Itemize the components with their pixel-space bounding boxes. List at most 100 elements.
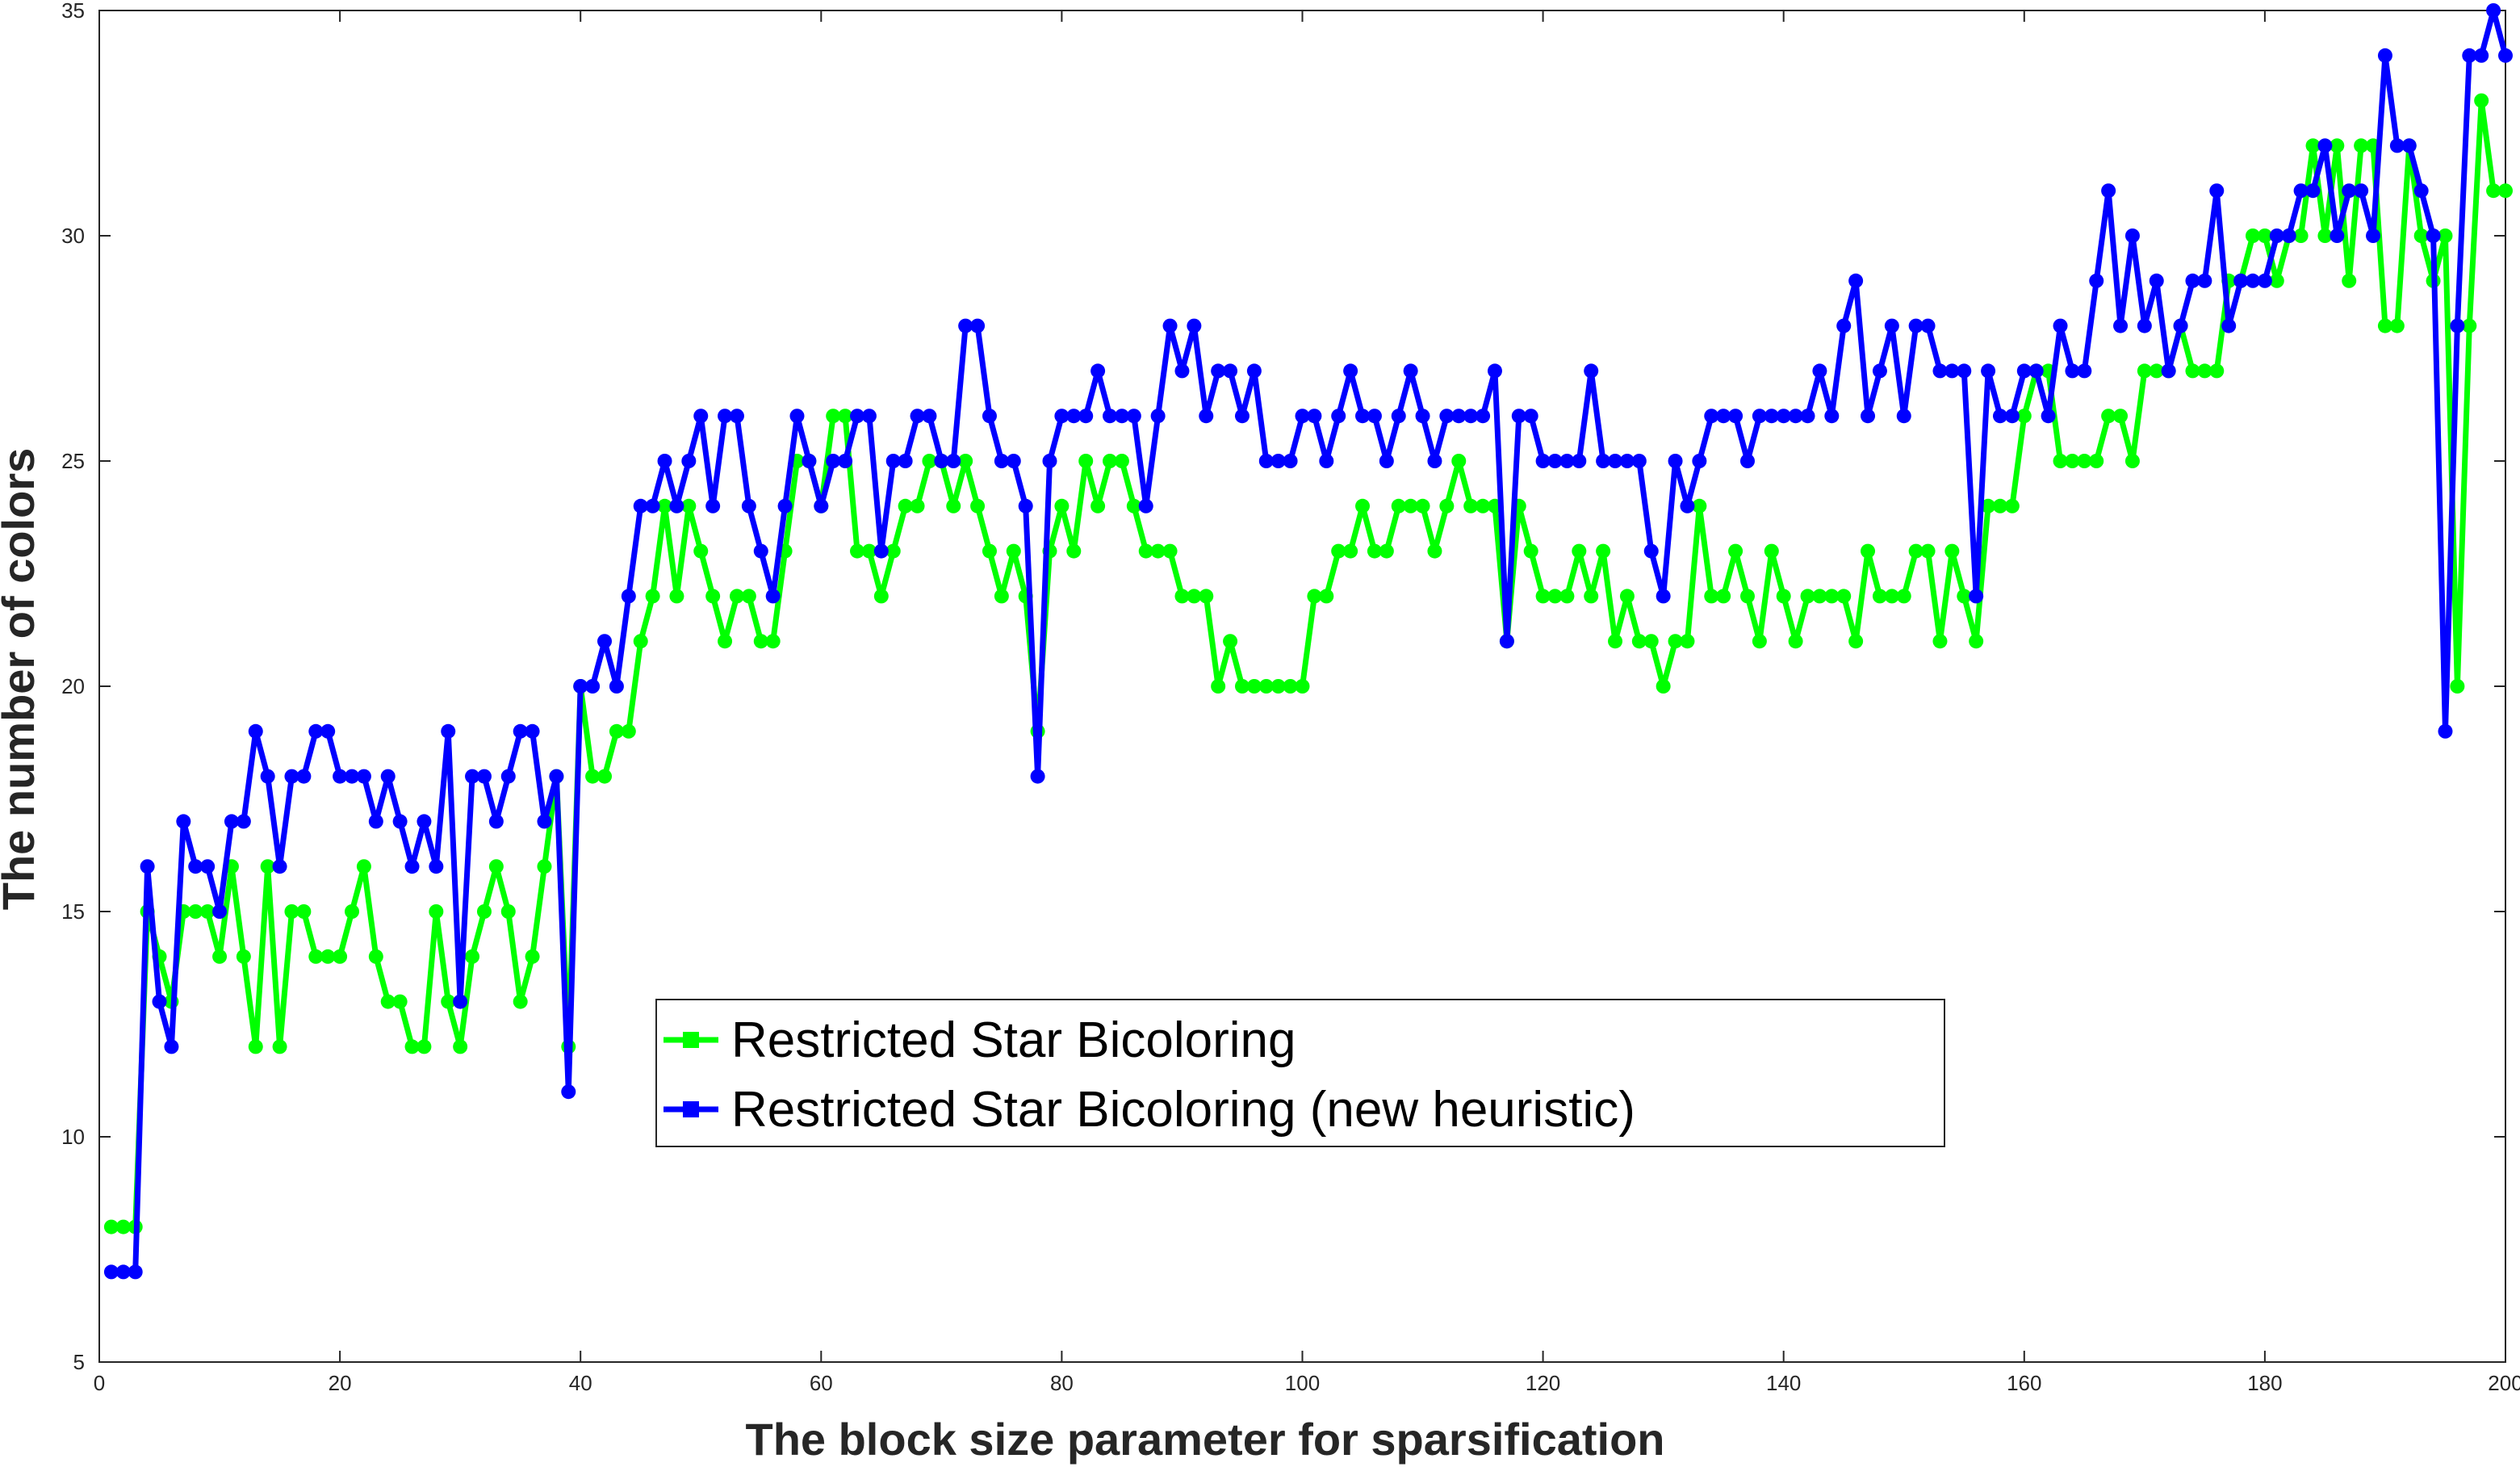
data-point xyxy=(1427,454,1442,468)
data-point xyxy=(1042,454,1057,468)
data-point xyxy=(1246,679,1262,694)
data-point xyxy=(1812,363,1827,379)
data-point xyxy=(2330,138,2345,153)
data-point xyxy=(2245,273,2260,288)
data-point xyxy=(1223,363,1238,379)
data-point xyxy=(2317,228,2333,243)
data-point xyxy=(1728,409,1743,424)
data-point xyxy=(2124,228,2140,243)
data-point xyxy=(1114,454,1129,468)
data-point xyxy=(115,1219,131,1234)
data-point xyxy=(537,859,552,874)
data-point xyxy=(718,634,733,649)
data-point xyxy=(188,859,203,874)
y-axis-ticks: 5 10 15 20 25 30 35 xyxy=(61,0,2505,1374)
y-tick-label: 10 xyxy=(61,1125,85,1149)
data-point xyxy=(2101,409,2116,424)
data-point xyxy=(1776,589,1791,604)
data-point xyxy=(982,543,997,559)
data-point xyxy=(1692,498,1707,513)
data-point xyxy=(573,679,588,694)
data-point xyxy=(1631,634,1647,649)
data-point xyxy=(1199,589,1214,604)
legend: Restricted Star Bicoloring Restricted St… xyxy=(655,999,1945,1147)
data-point xyxy=(1920,543,1936,559)
data-point xyxy=(392,994,408,1009)
data-point xyxy=(1957,589,1972,604)
data-point xyxy=(2161,363,2176,379)
data-point xyxy=(1704,589,1719,604)
data-point xyxy=(1270,454,1286,468)
series-layer xyxy=(103,3,2513,1280)
data-point xyxy=(994,589,1009,604)
data-point xyxy=(1668,634,1683,649)
x-tick-label: 160 xyxy=(2007,1371,2041,1395)
series-line xyxy=(111,98,2505,1230)
data-point xyxy=(1162,543,1178,559)
data-point xyxy=(308,723,324,739)
data-point xyxy=(140,859,155,874)
data-point xyxy=(2016,363,2032,379)
data-point xyxy=(1499,634,1514,649)
data-point xyxy=(2149,273,2164,288)
data-point xyxy=(2257,228,2272,243)
data-point xyxy=(789,409,805,424)
data-point xyxy=(1319,454,1334,468)
data-point xyxy=(1283,454,1298,468)
data-point xyxy=(1884,589,1899,604)
data-point xyxy=(1379,454,1394,468)
data-point xyxy=(2438,723,2453,739)
data-point xyxy=(465,949,480,964)
data-point xyxy=(1957,363,1972,379)
data-point xyxy=(429,904,444,919)
data-point xyxy=(2245,228,2260,243)
data-point xyxy=(380,769,396,784)
data-point xyxy=(1487,363,1502,379)
data-point xyxy=(2137,363,2152,379)
data-point xyxy=(885,454,901,468)
data-point xyxy=(585,769,601,784)
data-point xyxy=(164,1039,179,1054)
data-point xyxy=(922,409,937,424)
data-point xyxy=(693,409,709,424)
data-point xyxy=(970,498,986,513)
data-point xyxy=(934,454,949,468)
data-point xyxy=(2281,228,2296,243)
data-point xyxy=(1668,454,1683,468)
data-point xyxy=(609,679,624,694)
data-point xyxy=(693,543,709,559)
data-point xyxy=(2004,498,2020,513)
data-point xyxy=(1078,454,1094,468)
data-point xyxy=(2317,138,2333,153)
data-point xyxy=(1728,543,1743,559)
data-point xyxy=(1258,679,1274,694)
data-point xyxy=(1800,409,1815,424)
data-point xyxy=(2185,363,2200,379)
data-point xyxy=(1126,498,1141,513)
x-tick-label: 20 xyxy=(329,1371,352,1395)
data-point xyxy=(2377,48,2392,63)
data-point xyxy=(1018,498,1033,513)
data-point xyxy=(1848,634,1864,649)
data-point xyxy=(2413,183,2429,199)
data-point xyxy=(2233,273,2249,288)
data-point xyxy=(2389,318,2405,333)
data-point xyxy=(826,409,841,424)
data-point xyxy=(525,723,540,739)
data-point xyxy=(2077,363,2092,379)
data-point xyxy=(296,904,312,919)
data-point xyxy=(188,904,203,919)
data-point xyxy=(1884,318,1899,333)
data-point xyxy=(248,1039,263,1054)
legend-label-new-heuristic: Restricted Star Bicoloring (new heuristi… xyxy=(731,1082,1635,1138)
data-point xyxy=(248,723,263,739)
data-point xyxy=(802,454,817,468)
data-point xyxy=(729,589,744,604)
data-point xyxy=(320,949,336,964)
data-point xyxy=(333,769,348,784)
data-point xyxy=(609,723,624,739)
data-point xyxy=(2330,228,2345,243)
data-point xyxy=(1187,589,1202,604)
data-point xyxy=(404,1039,420,1054)
data-point xyxy=(718,409,733,424)
